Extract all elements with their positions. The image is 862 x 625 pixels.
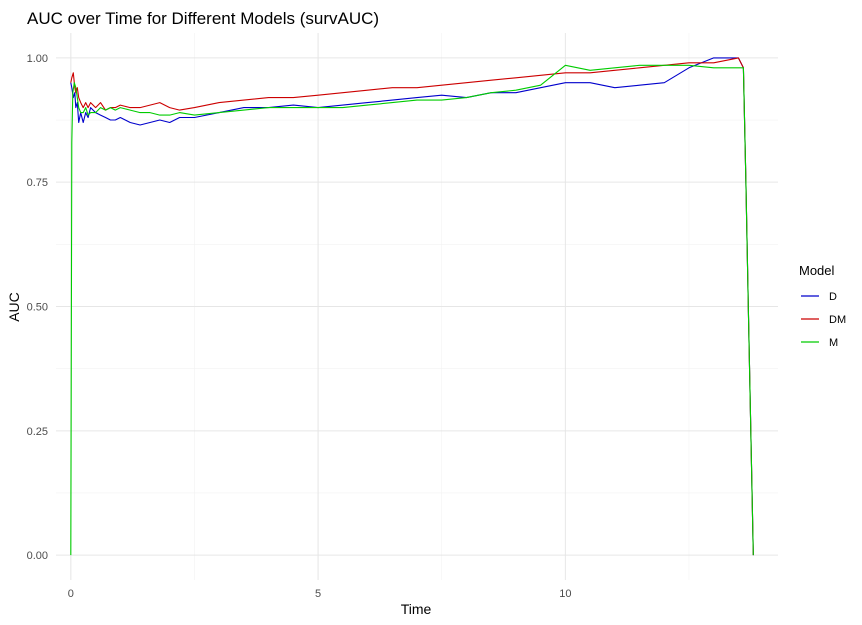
series-line-m bbox=[70, 64, 754, 556]
x-tick-label: 0 bbox=[68, 588, 74, 600]
series-line-d bbox=[70, 57, 754, 556]
legend-label-dm: DM bbox=[829, 314, 846, 326]
y-tick-label: 1.00 bbox=[27, 53, 48, 65]
legend-label-m: M bbox=[829, 337, 838, 349]
x-tick-label: 5 bbox=[315, 588, 321, 600]
grid-lines bbox=[56, 33, 778, 580]
legend: Model D DM M bbox=[799, 263, 846, 349]
axis-layer: 0 5 10 0.00 0.25 0.50 0.75 1.00 bbox=[27, 53, 572, 600]
legend-title: Model bbox=[799, 263, 835, 278]
y-tick-label: 0.50 bbox=[27, 302, 48, 314]
y-tick-label: 0.75 bbox=[27, 177, 48, 189]
y-axis-title: AUC bbox=[6, 292, 22, 322]
chart-title: AUC over Time for Different Models (surv… bbox=[27, 9, 379, 28]
series-layer bbox=[70, 57, 754, 556]
y-tick-label: 0.25 bbox=[27, 426, 48, 438]
series-line-dm bbox=[70, 57, 754, 556]
x-axis-title: Time bbox=[401, 601, 432, 617]
legend-label-d: D bbox=[829, 291, 837, 303]
y-tick-label: 0.00 bbox=[27, 550, 48, 562]
x-tick-label: 10 bbox=[559, 588, 571, 600]
